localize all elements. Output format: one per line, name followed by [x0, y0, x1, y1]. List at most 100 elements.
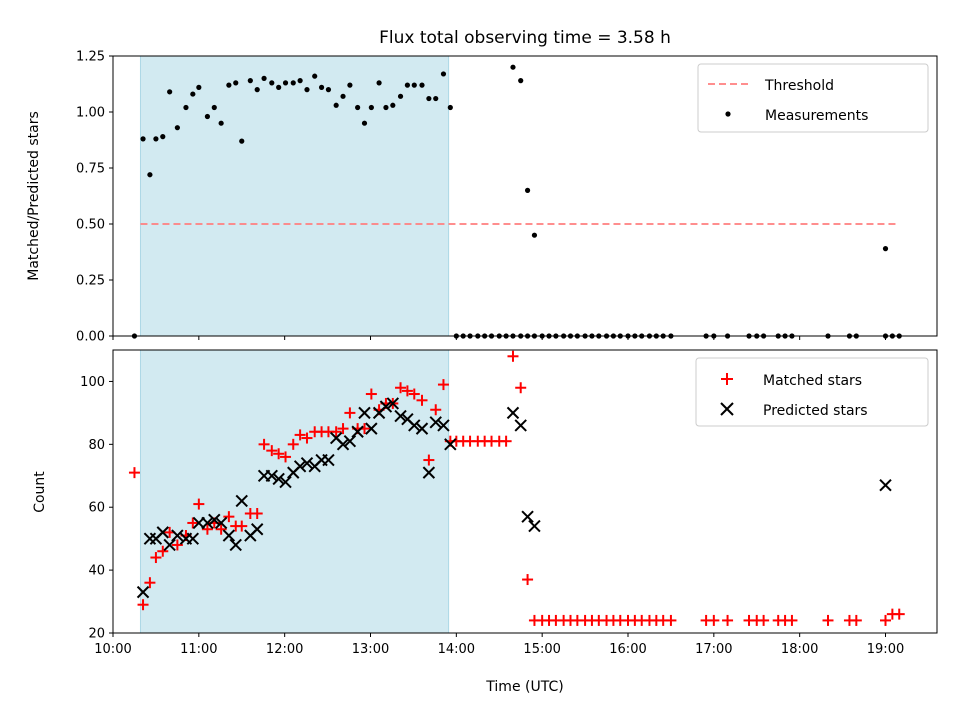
top-y-tick-label: 1.00	[76, 106, 105, 121]
x-tick-label: 19:00	[867, 642, 904, 657]
measurement-point	[276, 84, 282, 90]
bottom-y-axis-label: Count	[32, 471, 48, 513]
bottom-legend-box	[695, 357, 929, 427]
predicted-star-point	[408, 419, 421, 432]
predicted-star-point	[293, 460, 307, 473]
bottom-panel: 20 40 60 80 100 10:00 11:00 12:00 13:00 14:00 15:…	[32, 349, 938, 695]
measurement-point	[174, 125, 180, 131]
measurement-point	[218, 120, 224, 126]
matched-star-point	[758, 614, 770, 626]
bottom-y-tick-label: 80	[88, 438, 105, 453]
legend-predicted-swatch	[720, 402, 734, 416]
measurement-point	[247, 78, 253, 84]
matched-star-point	[708, 614, 720, 626]
x-tick-label: 15:00	[523, 642, 560, 657]
measurement-point	[269, 80, 275, 86]
matched-star-point	[201, 523, 213, 535]
x-axis-label: Time (UTC)	[485, 679, 563, 695]
measurement-point	[290, 80, 296, 86]
measurement-point	[226, 82, 232, 88]
bottom-shaded-region	[139, 349, 450, 634]
measurement-point	[239, 138, 245, 144]
matched-star-point	[337, 423, 349, 435]
top-y-axis: 0.00 0.25 0.50 0.75 1.00 1.25	[76, 50, 113, 345]
measurement-point	[347, 82, 353, 88]
measurement-point	[304, 87, 310, 93]
measurement-point	[196, 84, 202, 90]
predicted-star-point	[394, 409, 407, 423]
predicted-star-point	[415, 422, 429, 435]
matched-star-point	[137, 599, 149, 611]
matched-star-point	[236, 520, 248, 532]
measurement-point	[140, 136, 146, 142]
bottom-y-tick-label: 40	[88, 564, 105, 579]
measurement-point	[183, 104, 189, 111]
predicted-star-point	[506, 406, 520, 420]
legend-matched-swatch	[721, 373, 733, 385]
measurement-point	[340, 93, 346, 99]
predicted-star-point	[163, 538, 176, 552]
matched-star-point	[193, 498, 205, 510]
matched-star-point	[423, 454, 435, 466]
matched-star-point	[150, 552, 162, 564]
measurement-point	[211, 104, 217, 111]
bottom-y-tick-label: 20	[88, 627, 105, 642]
chart-title: Flux total observing time = 3.58 h	[379, 28, 671, 48]
matched-star-point	[294, 429, 306, 441]
matched-star-point	[722, 614, 734, 626]
x-tick-label: 16:00	[609, 642, 646, 657]
matched-star-point	[401, 385, 413, 397]
predicted-star-point	[528, 519, 541, 533]
matched-star-point	[365, 388, 377, 400]
x-tick-label: 14:00	[438, 642, 475, 657]
measurement-point	[390, 102, 396, 108]
predicted-star-point	[343, 434, 357, 448]
top-x-ticks	[112, 336, 886, 340]
measurement-point	[318, 84, 325, 90]
predicted-star-point	[386, 397, 400, 410]
matched-star-point	[665, 614, 677, 626]
matched-star-point	[515, 382, 527, 394]
matched-star-point	[822, 614, 834, 626]
matched-star-point	[287, 438, 299, 450]
predicted-star-point	[235, 494, 248, 508]
predicted-star-point	[437, 419, 450, 432]
measurement-point	[882, 246, 889, 252]
measurement-point	[361, 120, 368, 126]
predicted-star-point	[336, 438, 350, 451]
matched-star-point	[171, 539, 183, 551]
matched-star-point	[430, 404, 442, 416]
top-y-tick-label: 0.25	[76, 274, 105, 289]
matched-star-point	[344, 407, 356, 419]
predicted-star-point	[208, 513, 221, 527]
measurement-point	[153, 136, 159, 142]
matched-star-points	[128, 350, 905, 626]
predicted-star-point	[322, 453, 335, 467]
predicted-star-point	[136, 585, 150, 599]
measurement-point	[233, 80, 239, 86]
legend-threshold-label: Threshold	[764, 78, 834, 94]
bottom-plot-frame	[112, 349, 938, 634]
predicted-star-point	[222, 529, 236, 542]
measurement-point	[368, 104, 374, 111]
x-tick-label: 17:00	[695, 642, 732, 657]
matched-star-point	[128, 467, 140, 479]
predicted-star-point	[365, 422, 378, 435]
predicted-star-point	[201, 516, 214, 530]
matched-star-point	[416, 394, 428, 406]
bottom-x-axis: 10:00 11:00 12:00 13:00 14:00 15:00 16:00 17:00…	[94, 633, 904, 657]
matched-star-point	[500, 435, 512, 447]
bottom-legend: Matched stars Predicted stars	[695, 357, 929, 427]
predicted-star-point	[300, 456, 314, 470]
matched-star-point	[273, 448, 285, 460]
matched-star-point	[280, 451, 292, 463]
measurement-point	[355, 104, 361, 111]
measurement-point	[376, 80, 382, 86]
top-y-tick-label: 0.00	[76, 330, 105, 345]
matched-star-point	[258, 438, 270, 450]
predicted-star-point	[156, 526, 169, 539]
measurement-point	[383, 104, 389, 111]
predicted-star-point	[279, 475, 292, 489]
predicted-star-point	[229, 538, 242, 552]
matched-star-point	[251, 508, 263, 520]
